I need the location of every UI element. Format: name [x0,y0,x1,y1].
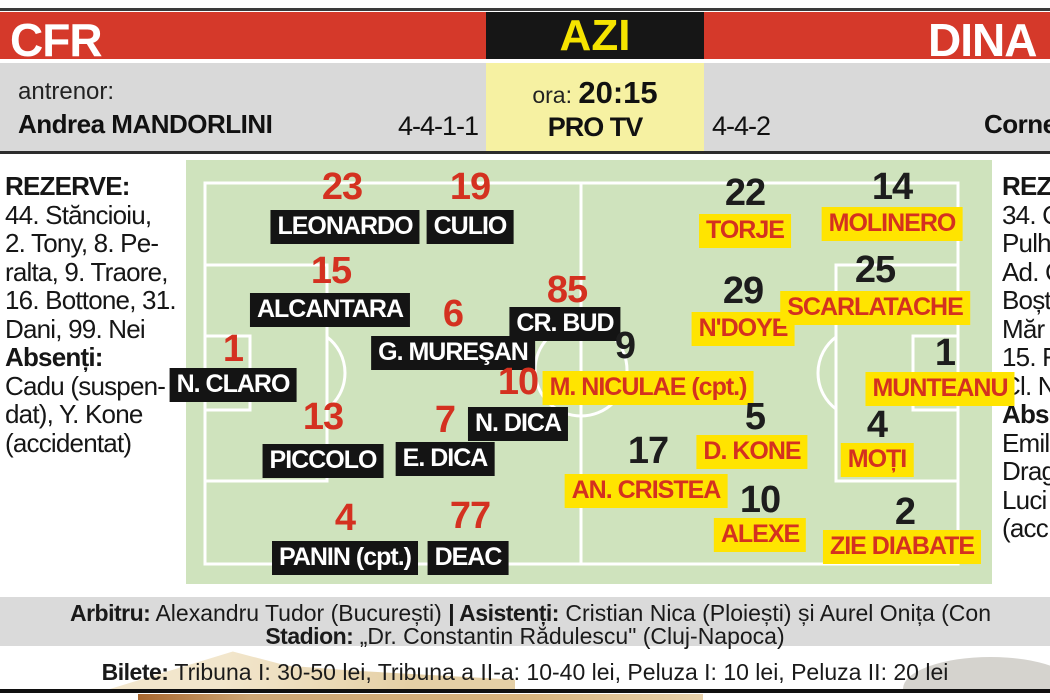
referee-label: Arbitru: [70,600,151,626]
home-player-number: 15 [310,250,352,292]
away-player-number: 22 [724,172,766,214]
reserve-line: Boșt [1002,285,1050,315]
home-team-name: CFR [10,14,103,66]
home-player-number: 1 [222,328,244,370]
reserve-line: 44. Stăncioiu, [5,199,152,230]
away-formation: 4-4-2 [712,111,771,141]
away-player-label: D. KONE [696,435,808,469]
stadium-name: „Dr. Constantin Rădulescu" (Cluj-Napoca) [353,623,785,649]
reserve-line: Măr [1002,313,1045,344]
away-player-label: MOȚI [840,443,914,477]
reserve-line: Drag [1002,456,1050,486]
reserve-line: 2. Tony, 8. Pe- [5,228,159,258]
away-player-label: MOLINERO [821,207,963,241]
home-player-number: 10 [497,361,539,403]
reserve-line: (acc [1002,513,1049,543]
reserve-line: REZERVE: [5,171,130,201]
top-rule [0,8,1050,11]
reserve-line: 15. F [1002,342,1050,372]
reserve-line: Luci [1002,484,1047,515]
home-player-label: ALCANTARA [249,293,411,327]
reserve-line: Cadu (suspen- [5,370,166,401]
kickoff-box: ora: 20:15 PRO TV [486,63,704,151]
reserve-line: Emil [1002,427,1050,458]
kickoff-time-line: ora: 20:15 [486,75,704,111]
away-player-number: 9 [614,325,636,367]
away-player-label: TORJE [699,214,791,248]
reserve-line: Ad. C [1002,256,1050,287]
tickets-prices: Tribuna I: 30-50 lei, Tribuna a II-a: 10… [168,659,949,685]
assistants-label: | Asistenți: [448,600,559,626]
tickets-line: Bilete: Tribuna I: 30-50 lei, Tribuna a … [0,659,1050,686]
header-bottom-rule [0,151,1050,154]
home-player-number: 23 [321,166,363,208]
away-player-number: 10 [739,479,781,521]
away-player-label: ALEXE [713,518,807,552]
reserve-line: Pulh [1002,228,1050,258]
home-player-number: 85 [546,269,588,311]
officials-line: Arbitru: Alexandru Tudor (București) | A… [70,600,991,627]
away-player-number: 17 [627,430,669,472]
home-player-number: 4 [334,497,356,539]
time-label: ora: [532,82,572,108]
stadium-label: Stadion: [265,623,354,649]
reserve-line: 16. Bottone, 31. [5,285,177,315]
home-player-label: N. CLARO [169,368,297,402]
today-badge-label: AZI [559,10,631,60]
away-player-label: SCARLATACHE [780,291,970,325]
reserve-line: Absenți: [5,342,103,372]
footer-bar: Arbitru: Alexandru Tudor (București) | A… [0,597,1050,649]
away-player-number: 29 [722,270,764,312]
home-player-label: G. MUREŞAN [371,336,535,370]
bottom-rule [0,689,1050,693]
away-player-number: 1 [934,332,956,374]
reserve-line: (accidentat) [5,427,132,458]
home-player-number: 7 [434,399,456,441]
away-player-number: 2 [894,491,916,533]
stadium-line: Stadion: „Dr. Constantin Rădulescu" (Clu… [0,623,1050,650]
home-player-label: CULIO [426,210,514,244]
away-player-label: AN. CRISTEA [564,474,728,508]
reserve-line: 34. C [1002,199,1050,230]
home-player-number: 6 [442,293,464,335]
home-player-label: CR. BUD [509,307,621,341]
home-player-label: E. DICA [395,442,495,476]
away-team-name: DINA [928,14,1037,66]
reserve-line: REZ [1002,171,1050,201]
home-player-label: LEONARDO [270,210,420,244]
referee-name: Alexandru Tudor (București) [150,600,449,626]
away-player-label: N'DOYE [691,312,795,346]
away-coach-name-partial: Corne [984,109,1050,139]
away-player-number: 4 [866,404,888,446]
home-player-number: 19 [449,166,491,208]
home-player-label: DEAC [427,541,509,575]
reserve-line: ralta, 9. Traore, [5,256,169,287]
home-formation: 4-4-1-1 [398,111,479,141]
home-player-number: 77 [449,495,491,537]
today-badge: AZI [486,10,704,60]
away-player-number: 14 [871,166,913,208]
reserve-line: Dani, 99. Nei [5,313,146,344]
kickoff-time: 20:15 [578,75,658,110]
away-player-number: 25 [854,249,896,291]
home-reserves-panel: REZERVE: 44. Stăncioiu, 2. Tony, 8. Pe-ral… [5,171,177,458]
home-coach-name: Andrea MANDORLINI [18,109,273,139]
away-player-label: ZIE DIABATE [822,530,982,564]
home-player-label: PANIN (cpt.) [272,541,418,575]
tickets-label: Bilete: [101,659,169,685]
home-player-label: N. DICA [467,407,569,441]
home-player-label: PICCOLO [262,444,384,478]
decorative-photo-strip-bottom [138,694,703,700]
reserve-line: dat), Y. Kone [5,399,143,429]
away-player-label: MUNTEANU [865,372,1015,406]
tv-channel: PRO TV [547,112,644,142]
home-player-number: 13 [302,396,344,438]
coach-label: antrenor: [18,78,115,105]
away-player-label: M. NICULAE (cpt.) [542,371,754,405]
away-player-number: 5 [744,396,766,438]
assistants-names: Cristian Nica (Ploiești) și Aurel Onița … [558,600,991,626]
